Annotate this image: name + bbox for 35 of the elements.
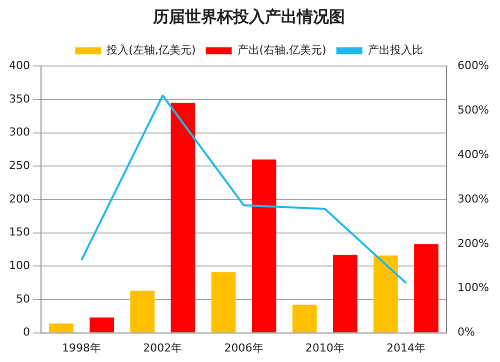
- legend-label: 产出投入比: [368, 44, 423, 57]
- y2-tick-label: 600%: [458, 59, 490, 72]
- y-tick-label: 0: [22, 326, 30, 339]
- chart-title: 历届世界杯投入产出情况图: [152, 6, 345, 26]
- bar: [90, 317, 114, 332]
- y-tick-label: 50: [16, 292, 30, 306]
- y2-tick-label: 300%: [458, 192, 490, 206]
- bar: [130, 290, 155, 332]
- y-tick-label: 200: [8, 192, 30, 206]
- bar: [252, 160, 276, 332]
- y-tick-label: 150: [8, 226, 30, 239]
- y2-tick-label: 100%: [458, 281, 490, 294]
- y2-tick-label: 200%: [458, 236, 490, 250]
- bar: [170, 102, 196, 332]
- y2-tick-label: 500%: [458, 103, 490, 116]
- y-tick-label: 300: [8, 126, 30, 139]
- x-tick-label: 1998年: [62, 341, 102, 354]
- bar: [374, 255, 398, 332]
- bar: [332, 254, 358, 332]
- x-tick-label: 2010年: [305, 341, 344, 354]
- bar: [414, 244, 438, 332]
- x-tick-label: 2006年: [224, 341, 264, 354]
- y2-tick-label: 400%: [458, 148, 490, 161]
- x-tick-label: 2014年: [386, 341, 426, 354]
- legend-label: 产出(右轴,亿美元): [237, 44, 326, 57]
- y2-tick-label: 0%: [458, 326, 476, 339]
- bar: [292, 304, 317, 332]
- bar: [211, 272, 236, 332]
- y-tick-label: 400: [8, 59, 30, 72]
- legend-label: 投入(左轴,亿美元): [106, 44, 196, 57]
- y-tick-label: 100: [8, 259, 30, 272]
- y-tick-label: 250: [8, 159, 30, 172]
- x-tick-label: 2002年: [143, 341, 182, 354]
- y-tick-label: 350: [8, 92, 30, 106]
- bar: [49, 323, 74, 332]
